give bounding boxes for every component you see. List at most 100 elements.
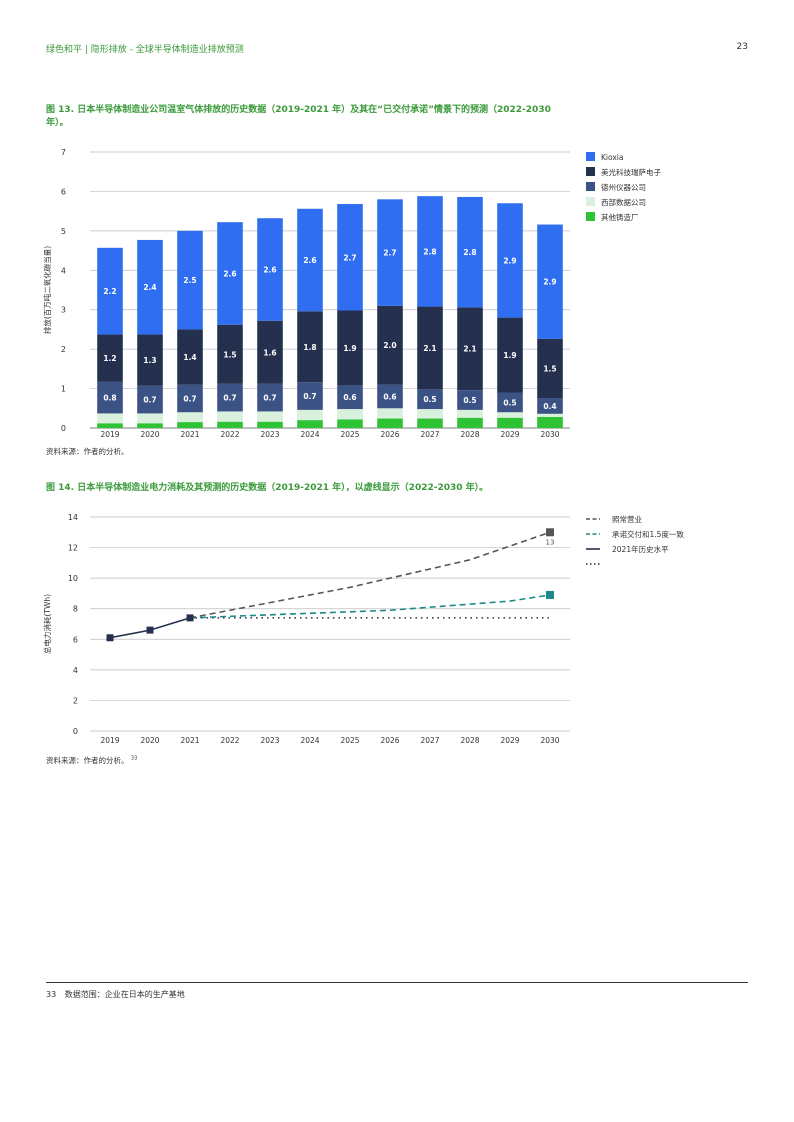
bar-segment [537,338,563,399]
header-title: 绿色和平 | 隐形排放 - 全球半导体制造业排放预测 [46,45,244,55]
legend-label: 承诺交付和1.5度一致 [612,529,684,539]
bar-segment [377,384,403,409]
data-label: 2.6 [223,269,236,278]
x-tick-label: 2024 [300,736,319,745]
x-tick-label: 2025 [340,736,359,745]
y-tick-label: 10 [68,574,78,583]
data-label: 1.3 [143,356,156,365]
y-tick-label: 7 [61,148,66,157]
legend-label: 照常营业 [612,514,642,524]
data-label: 0.4 [543,402,556,411]
x-tick-label: 2028 [460,736,479,745]
bar-segment [297,311,323,383]
data-label: 0.7 [223,394,236,403]
bar-segment [217,324,243,384]
bar-segment [297,208,323,312]
bar-segment [137,385,163,414]
y-tick-label: 8 [73,605,78,614]
bar-segment [97,247,123,335]
bar-segment [417,196,443,307]
bar-segment [297,382,323,410]
y-tick-label: 0 [73,727,78,736]
data-label: 2.8 [423,247,436,256]
figure-14-title: 图 14. 日本半导体制造业电力消耗及其预测的历史数据（2019-2021 年）… [46,483,489,493]
end-point [546,590,554,599]
end-point [546,528,554,537]
figure-13-source: 资料来源：作者的分析。 [46,447,129,456]
bar-segment [217,222,243,325]
bar-segment [497,317,523,393]
data-label: 0.7 [183,394,196,403]
data-label: 1.9 [343,344,356,353]
electricity-line-chart: 0 2 4 6 8 10 12 14 总电力消耗(TWh) 2019 2020 2021 2022 202… [42,513,684,745]
page-number: 23 [736,42,748,52]
y-tick-label: 1 [61,385,66,394]
series-line [189,594,551,619]
x-tick-label: 2020 [140,430,159,439]
data-label: 1.5 [223,350,236,359]
data-label: 0.6 [383,392,396,401]
data-label: 2.1 [423,344,436,353]
bar-segment [497,392,523,413]
y-tick-label: 4 [73,666,78,675]
bar-segment [257,421,283,428]
data-label: 0.8 [103,394,116,403]
x-tick-label: 2021 [180,736,199,745]
legend-swatch [586,212,595,221]
x-tick-label: 2022 [220,430,239,439]
data-label: 0.5 [423,395,436,404]
bar-segment [457,196,483,308]
x-tick-label: 2019 [100,736,119,745]
legend-swatch [586,167,595,176]
y-tick-label: 12 [68,544,78,553]
bar-segment [97,334,123,382]
legend-label: 美光科技瑞萨电子 [601,167,661,177]
data-label: 1.4 [183,353,196,362]
bar-segment [177,384,203,413]
x-tick-label: 2030 [540,430,559,439]
bar-segment [417,418,443,428]
x-tick-label: 2019 [100,430,119,439]
bar-segment [537,224,563,339]
x-tick-label: 2026 [380,736,399,745]
legend-label: 德州仪器公司 [601,182,646,192]
bar-segment [537,413,563,417]
x-tick-label: 2020 [140,736,159,745]
bar-segment [137,413,163,424]
y-axis-label: 排放(百万吨二氧化碳当量) [42,246,52,334]
data-label: 2.2 [103,287,116,296]
bar-segment [457,409,483,418]
bar-segment [377,418,403,428]
bar-segment [137,334,163,386]
data-point [146,626,154,634]
data-label: 0.7 [263,394,276,403]
bar-segment [257,411,283,422]
x-tick-label: 2029 [500,736,519,745]
x-tick-label: 2024 [300,430,319,439]
bar-segment [537,398,563,414]
data-label: 2.9 [503,256,516,265]
footer-divider [46,982,748,983]
bar-segment [337,204,363,311]
bar-segment [377,199,403,306]
legend-swatch [586,152,595,161]
bar-segment [537,416,563,428]
data-label: 2.0 [383,341,396,350]
legend-label: Kioxia [601,153,623,162]
bar-segment [217,411,243,422]
bar-segment [97,423,123,428]
y-tick-label: 6 [73,635,78,644]
data-label: 0.5 [463,396,476,405]
data-label: 2.7 [383,249,396,258]
bar-segment [457,417,483,428]
x-tick-label: 2021 [180,430,199,439]
end-point-label: 13 [546,538,555,546]
data-label: 2.8 [463,248,476,257]
x-tick-label: 2026 [380,430,399,439]
data-label: 2.6 [263,265,276,274]
data-label: 1.5 [543,364,556,373]
legend-label: 2021年历史水平 [612,544,669,554]
x-tick-label: 2030 [540,736,559,745]
figure-14-source-text: 资料来源：作者的分析。 [46,756,129,765]
data-label: 1.8 [303,343,316,352]
